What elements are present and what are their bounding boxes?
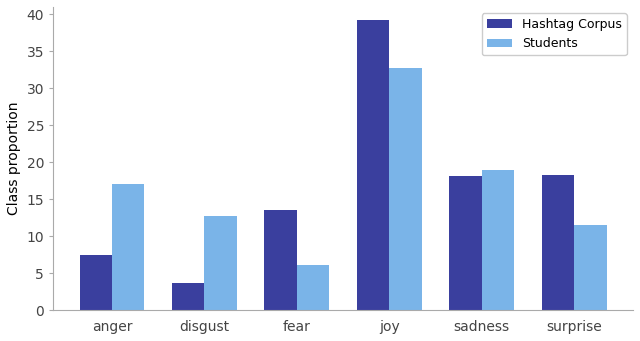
Bar (574, 225, 607, 310)
Bar (482, 170, 514, 310)
Bar (112, 184, 144, 310)
Y-axis label: Class proportion: Class proportion (7, 102, 21, 216)
Bar (79, 255, 112, 310)
Bar (449, 176, 482, 310)
Bar (297, 265, 329, 310)
Bar (357, 20, 389, 310)
Bar (264, 210, 297, 310)
Legend: Hashtag Corpus, Students: Hashtag Corpus, Students (482, 13, 627, 56)
Bar (172, 283, 204, 310)
Bar (389, 68, 422, 310)
Bar (542, 175, 574, 310)
Bar (204, 216, 237, 310)
